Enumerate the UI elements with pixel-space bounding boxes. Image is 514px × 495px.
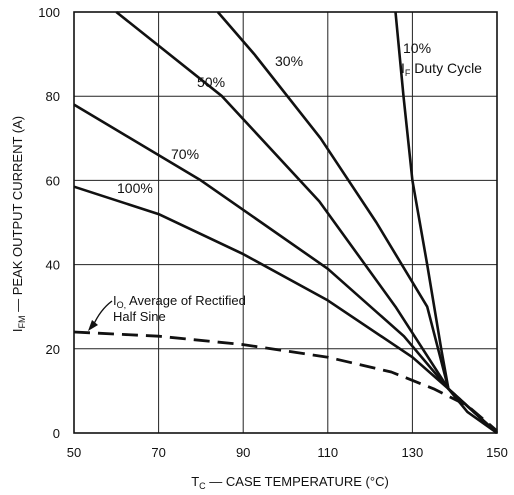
series-label-duty-cycle: IF Duty Cycle — [401, 60, 482, 78]
series-line-0 — [394, 11, 498, 435]
series-label-10: 10% — [403, 40, 431, 56]
io-label-arrowhead — [88, 320, 98, 331]
x-axis-label: TC — CASE TEMPERATURE (°C) — [191, 474, 389, 491]
tick-labels: 50 70 90 110 130 150 0 20 40 60 80 100 — [38, 5, 508, 460]
series-line-4 — [73, 185, 498, 434]
x-tick-label-0: 50 — [67, 445, 81, 460]
series-line-5 — [73, 330, 498, 432]
x-tick-label-4: 130 — [402, 445, 424, 460]
x-tick-label-2: 90 — [236, 445, 250, 460]
series-label-50: 50% — [197, 74, 225, 90]
io-label-leader — [92, 300, 113, 327]
plot-frame — [73, 11, 498, 434]
x-tick-label-1: 70 — [151, 445, 165, 460]
y-tick-label-4: 80 — [46, 89, 60, 104]
series-label-30: 30% — [275, 53, 303, 69]
series-label-100: 100% — [117, 180, 153, 196]
series-label-70: 70% — [171, 146, 199, 162]
series-layer — [73, 10, 498, 435]
io-label-line1: IO, Average of Rectified — [113, 293, 246, 310]
series-line-3 — [73, 103, 498, 434]
x-tick-label-5: 150 — [486, 445, 508, 460]
y-tick-label-2: 40 — [46, 258, 60, 273]
y-tick-label-3: 60 — [46, 173, 60, 188]
io-label-line2: Half Sine — [113, 309, 166, 324]
y-axis-label: IFM — PEAK OUTPUT CURRENT (A) — [10, 116, 27, 332]
y-tick-label-1: 20 — [46, 342, 60, 357]
y-tick-label-5: 100 — [38, 5, 60, 20]
y-tick-label-0: 0 — [53, 426, 60, 441]
x-tick-label-3: 110 — [317, 445, 338, 460]
